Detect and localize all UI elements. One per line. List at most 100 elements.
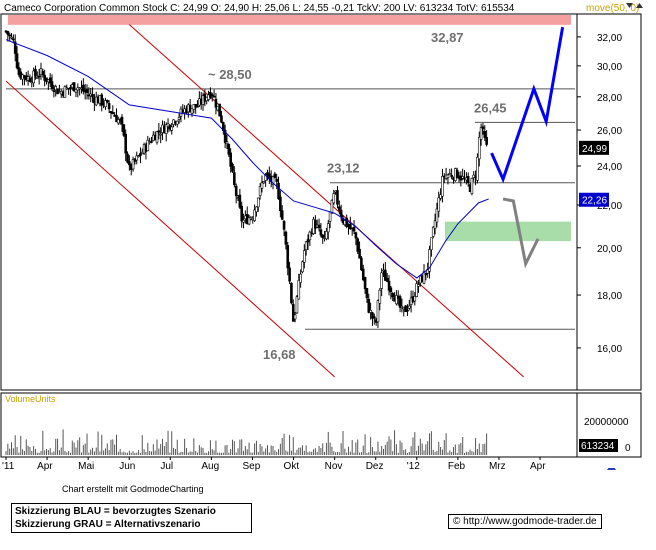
candle-body	[314, 220, 317, 229]
candle-body	[34, 68, 37, 77]
candle-body	[13, 41, 17, 54]
candle-body	[258, 186, 262, 196]
candle-body	[450, 174, 453, 178]
credit-text: Chart erstellt mit GodmodeCharting	[62, 484, 204, 494]
candle-body	[72, 82, 76, 92]
candle-body	[220, 115, 223, 123]
price-badge	[579, 140, 609, 155]
candle-body	[332, 193, 336, 204]
candle-body	[306, 239, 310, 243]
trend-channel-line	[128, 24, 524, 378]
resistance-zone	[8, 15, 571, 25]
source-url[interactable]: http://www.godmode-trader.de	[463, 516, 597, 527]
candle-body	[437, 197, 441, 212]
candle-body	[415, 283, 418, 297]
candle-body	[321, 234, 325, 238]
candle-body	[137, 155, 140, 157]
volume-label: VolumeUnits	[5, 394, 56, 404]
candle-body	[385, 277, 389, 282]
x-tick-label: Apr	[37, 461, 53, 472]
price-badge	[579, 192, 609, 207]
candle-body	[369, 310, 372, 313]
volume-badge-label: 613234	[581, 441, 615, 452]
x-tick-label: Aug	[201, 461, 219, 472]
scroll-down-icon[interactable]	[636, 3, 643, 8]
candle-body	[389, 287, 393, 293]
candle-body	[135, 155, 139, 161]
candle-body	[483, 131, 487, 138]
candle-body	[455, 169, 459, 179]
candle-body	[164, 124, 168, 134]
candle-body	[242, 219, 245, 223]
candle-body	[150, 141, 153, 143]
x-tick-label: Apr	[530, 461, 546, 472]
candle-body	[277, 182, 280, 200]
candle-body	[54, 86, 58, 91]
candle-body	[48, 77, 52, 84]
y-tick-label: 32,00	[597, 33, 622, 44]
candle-body	[363, 277, 367, 290]
candle-body	[446, 174, 450, 179]
candle-body	[111, 112, 115, 114]
candle-body	[352, 227, 356, 232]
candle-body	[406, 309, 409, 312]
candle-body	[177, 116, 181, 120]
x-tick-label: Jun	[119, 461, 135, 472]
candle-body	[422, 271, 426, 284]
candle-body	[233, 172, 236, 185]
candle-body	[253, 209, 256, 221]
candle-body	[380, 272, 383, 289]
source-link[interactable]: © http://www.godmode-trader.de	[448, 514, 602, 529]
price-badge-label: 22,26	[582, 196, 607, 207]
candle-body	[10, 36, 13, 39]
candle-body	[74, 89, 78, 93]
candle-body	[376, 300, 380, 323]
candle-body	[319, 229, 323, 236]
candle-body	[225, 141, 229, 144]
candle-body	[275, 178, 278, 182]
candle-body	[291, 303, 295, 322]
candle-body	[32, 70, 35, 84]
candle-body	[146, 139, 150, 152]
x-tick-label: Mrz	[489, 461, 506, 472]
scenario-gray-path	[502, 197, 540, 269]
candle-body	[264, 174, 267, 181]
candle-body	[155, 131, 159, 143]
candle-body	[37, 75, 41, 78]
candle-body	[82, 84, 85, 92]
candle-body	[428, 249, 431, 272]
level-label: ~ 28,50	[208, 67, 252, 82]
x-tick-label: Dez	[366, 461, 384, 472]
candle-body	[387, 280, 391, 291]
price-panel-frame	[0, 13, 642, 391]
candle-body	[212, 95, 216, 98]
candle-body	[273, 173, 277, 179]
candle-body	[286, 245, 290, 269]
candle-body	[395, 295, 398, 305]
candle-body	[170, 126, 174, 131]
candle-body	[194, 103, 197, 108]
candle-body	[8, 34, 11, 37]
candle-body	[12, 38, 15, 41]
chart-header: Cameco Corporation Common Stock C: 24,99…	[4, 3, 515, 14]
candle-body	[358, 248, 361, 259]
candle-body	[299, 273, 302, 283]
candle-body	[6, 31, 10, 35]
volume-tick-label: 0	[625, 443, 631, 454]
candle-body	[100, 94, 104, 106]
y-tick-label: 20,00	[597, 244, 622, 255]
trend-channel-line	[5, 80, 335, 378]
level-label: 23,12	[327, 161, 360, 176]
scroll-up-icon[interactable]	[626, 3, 633, 8]
candle-body	[238, 194, 242, 208]
y-tick-label: 16,00	[597, 344, 622, 355]
candle-body	[41, 70, 45, 75]
candle-body	[472, 174, 476, 178]
candle-body	[279, 196, 282, 212]
candle-body	[234, 185, 238, 197]
y-tick-label: 26,00	[597, 126, 622, 137]
candle-body	[470, 178, 474, 194]
candle-body	[435, 208, 439, 223]
candle-body	[63, 86, 67, 98]
